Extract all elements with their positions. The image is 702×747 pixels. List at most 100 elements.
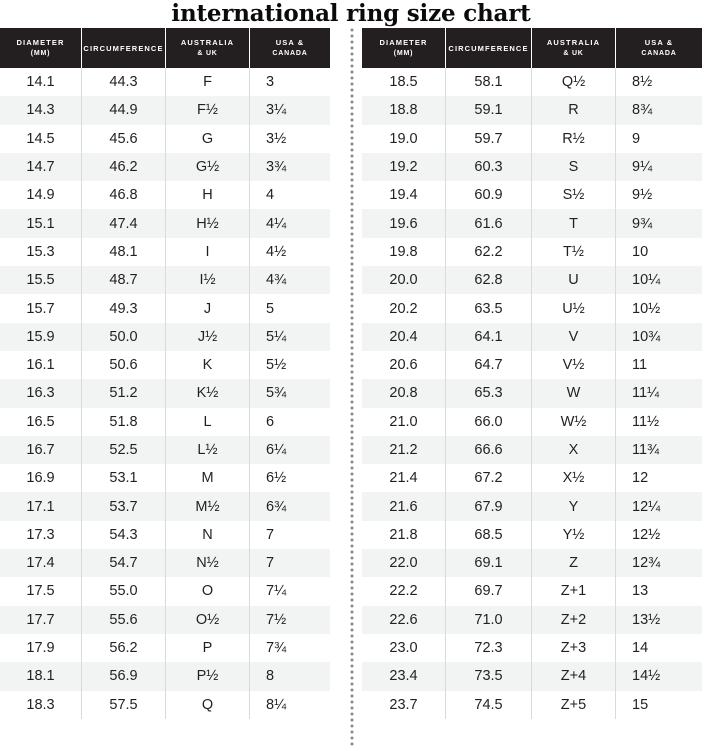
cell-australia-uk: W½ — [532, 407, 616, 436]
table-row: 17.9 56.2 P 7¾ — [0, 633, 330, 663]
cell-usa-canada: 10½ — [632, 300, 661, 317]
cell-australia-uk: Z+5 — [532, 690, 616, 719]
column-header-circumference: CIRCUMFERENCE — [82, 28, 166, 68]
cell-australia-uk: X½ — [532, 464, 616, 493]
table-row: 18.3 57.5 Q 8¼ — [0, 690, 330, 719]
table-row: 18.5 58.1 Q½ 8½ — [362, 68, 702, 97]
cell-diameter: 15.1 — [0, 209, 82, 238]
cell-diameter: 16.7 — [0, 435, 82, 465]
left-table-body: 14.1 44.3 F 3 14.3 44.9 F½ 3¼ 14.5 45.6 G 3½ 14.7 46.… — [0, 68, 330, 719]
table-row: 22.6 71.0 Z+2 13½ — [362, 605, 702, 634]
cell-circumference: 51.8 — [82, 407, 166, 436]
column-header-circumference: CIRCUMFERENCE — [446, 28, 532, 68]
cell-diameter: 21.0 — [362, 407, 446, 436]
table-row: 19.0 59.7 R½ 9 — [362, 124, 702, 153]
table-row: 15.7 49.3 J 5 — [0, 294, 330, 323]
cell-circumference: 60.9 — [446, 181, 532, 210]
cell-diameter: 14.1 — [0, 68, 82, 97]
column-header-usa-label: USA & — [644, 38, 674, 47]
cell-usa-canada: 10¼ — [632, 272, 661, 289]
cell-circumference: 72.3 — [446, 633, 532, 663]
cell-australia-uk: M½ — [166, 492, 250, 521]
cell-diameter: 17.7 — [0, 605, 82, 634]
cell-diameter: 14.9 — [0, 181, 82, 210]
cell-australia-uk: S½ — [532, 181, 616, 210]
cell-usa-canada: 9½ — [632, 187, 653, 204]
cell-australia-uk: T — [532, 209, 616, 238]
cell-usa-canada: 9 — [632, 130, 641, 147]
cell-australia-uk: G½ — [166, 152, 250, 182]
cell-diameter: 21.2 — [362, 435, 446, 465]
cell-australia-uk: Z+3 — [532, 633, 616, 663]
cell-usa-canada: 7 — [266, 555, 275, 572]
cell-diameter: 20.0 — [362, 266, 446, 295]
cell-diameter: 19.0 — [362, 124, 446, 153]
table-row: 15.5 48.7 I½ 4¾ — [0, 266, 330, 295]
cell-diameter: 22.0 — [362, 549, 446, 578]
cell-diameter: 20.6 — [362, 350, 446, 380]
cell-usa-canada: 14½ — [632, 668, 661, 685]
cell-diameter: 22.2 — [362, 577, 446, 606]
cell-usa-canada: 9¾ — [632, 215, 653, 232]
cell-diameter: 19.4 — [362, 181, 446, 210]
cell-diameter: 18.1 — [0, 662, 82, 691]
cell-usa-canada: 7½ — [266, 611, 287, 628]
cell-circumference: 48.7 — [82, 266, 166, 295]
cell-usa-canada: 13½ — [632, 611, 661, 628]
right-table-header-row: DIAMETER (mm) CIRCUMFERENCE AUSTRALIA & … — [362, 28, 702, 68]
cell-usa-canada: 12½ — [632, 526, 661, 543]
cell-circumference: 62.8 — [446, 266, 532, 295]
right-table-body: 18.5 58.1 Q½ 8½ 18.8 59.1 R 8¾ 19.0 59.7 R½ 9 19.2 60… — [362, 68, 702, 719]
cell-usa-canada: 12¾ — [632, 555, 661, 572]
cell-australia-uk: R½ — [532, 124, 616, 153]
column-header-australia-label: AUSTRALIA — [546, 38, 601, 47]
cell-australia-uk: L½ — [166, 435, 250, 465]
cell-australia-uk: F — [166, 68, 250, 97]
cell-circumference: 45.6 — [82, 124, 166, 153]
cell-australia-uk: V — [532, 322, 616, 351]
cell-australia-uk: S — [532, 152, 616, 182]
table-row: 17.3 54.3 N 7 — [0, 520, 330, 550]
cell-australia-uk: H — [166, 181, 250, 210]
table-row: 17.1 53.7 M½ 6¾ — [0, 492, 330, 521]
column-header-diameter: DIAMETER (mm) — [362, 28, 446, 68]
cell-australia-uk: F½ — [166, 96, 250, 125]
column-header-circumference-label: CIRCUMFERENCE — [448, 43, 529, 53]
cell-diameter: 18.5 — [362, 68, 446, 97]
cell-diameter: 23.7 — [362, 690, 446, 719]
table-row: 22.2 69.7 Z+1 13 — [362, 577, 702, 606]
cell-usa-canada: 12¼ — [632, 498, 661, 515]
table-row: 17.5 55.0 O 7¼ — [0, 577, 330, 606]
cell-usa-canada: 14 — [632, 640, 649, 657]
cell-diameter: 15.7 — [0, 294, 82, 323]
cell-circumference: 48.1 — [82, 237, 166, 267]
column-header-diameter: DIAMETER (mm) — [0, 28, 82, 68]
column-header-diameter-unit: (mm) — [30, 50, 51, 57]
cell-circumference: 63.5 — [446, 294, 532, 323]
table-row: 18.1 56.9 P½ 8 — [0, 662, 330, 691]
table-row: 19.2 60.3 S 9¼ — [362, 152, 702, 182]
right-size-table: DIAMETER (mm) CIRCUMFERENCE AUSTRALIA & … — [362, 28, 702, 747]
cell-australia-uk: Z+4 — [532, 662, 616, 691]
cell-australia-uk: N½ — [166, 549, 250, 578]
cell-usa-canada: 6¼ — [266, 442, 287, 458]
cell-usa-canada: 3¼ — [266, 102, 287, 119]
cell-australia-uk: Z+1 — [532, 577, 616, 606]
cell-australia-uk: I — [166, 237, 250, 267]
cell-australia-uk: H½ — [166, 209, 250, 238]
tables-container: DIAMETER (mm) CIRCUMFERENCE AUSTRALIA & … — [0, 28, 702, 747]
cell-diameter: 19.2 — [362, 152, 446, 182]
cell-circumference: 55.0 — [82, 577, 166, 606]
cell-circumference: 57.5 — [82, 690, 166, 719]
cell-circumference: 59.7 — [446, 124, 532, 153]
cell-diameter: 21.4 — [362, 464, 446, 493]
cell-circumference: 66.6 — [446, 435, 532, 465]
cell-circumference: 64.1 — [446, 322, 532, 351]
cell-australia-uk: Y — [532, 492, 616, 521]
cell-circumference: 52.5 — [82, 435, 166, 465]
cell-usa-canada: 4¼ — [266, 215, 287, 232]
dotted-divider — [350, 28, 354, 747]
cell-circumference: 55.6 — [82, 605, 166, 634]
cell-circumference: 53.7 — [82, 492, 166, 521]
table-row: 23.7 74.5 Z+5 15 — [362, 690, 702, 719]
